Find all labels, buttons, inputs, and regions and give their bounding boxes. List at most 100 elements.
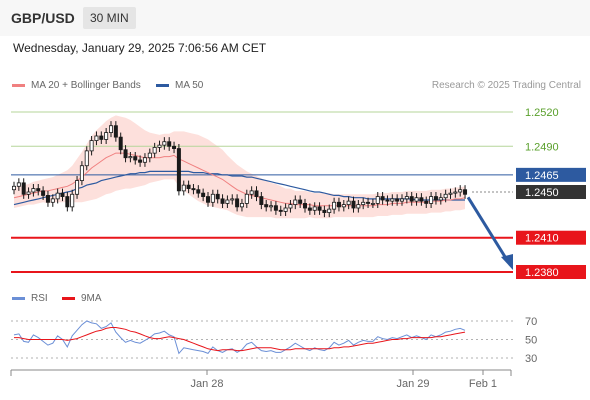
candle-body	[409, 196, 414, 202]
candle-body	[55, 192, 60, 200]
level-label-box	[516, 167, 586, 182]
candle-body	[225, 199, 230, 204]
candle-body	[346, 200, 351, 205]
candle-body	[26, 191, 31, 195]
candle-body	[147, 152, 152, 159]
candle-body	[41, 190, 46, 196]
candle-body	[210, 193, 215, 203]
rsi-swatch	[12, 297, 25, 300]
candle-body	[99, 135, 104, 140]
level-label: 1.2465	[525, 170, 559, 182]
candle-body	[138, 159, 143, 163]
candle-body	[332, 201, 337, 210]
candle-body	[283, 207, 288, 212]
candle-body	[36, 188, 41, 192]
rsi-ma-line	[14, 327, 466, 352]
candle-body	[269, 205, 274, 208]
ma50-line	[13, 170, 465, 206]
level-label: 1.2410	[525, 233, 559, 245]
ma50-swatch	[156, 84, 169, 87]
candle-body	[21, 182, 26, 195]
candle-body	[172, 145, 177, 149]
toolbar: GBP/USD 30 MIN	[0, 0, 590, 36]
level-label-box	[516, 265, 586, 279]
ma20-swatch	[12, 84, 25, 87]
candle-body	[366, 201, 371, 204]
level-label-box	[516, 230, 586, 245]
candle-body	[278, 209, 283, 212]
candle-body	[312, 206, 317, 211]
level-label: 1.2490	[525, 141, 559, 153]
candle-body	[341, 204, 346, 208]
candle-body	[113, 125, 118, 138]
time-tick-label: Jan 28	[190, 378, 223, 390]
ma20-line	[13, 152, 466, 207]
candle-body	[419, 197, 424, 202]
candle-body	[196, 189, 201, 194]
candle-body	[118, 136, 123, 151]
legend-9ma-label: 9MA	[81, 293, 102, 304]
candle-body	[463, 189, 468, 195]
candle-body	[288, 204, 293, 209]
candle-body	[259, 196, 264, 205]
candle-body	[336, 201, 341, 208]
candle-body	[201, 192, 206, 197]
candle-body	[186, 184, 191, 189]
candle-body	[75, 180, 80, 195]
candle-body	[176, 148, 181, 192]
candle-body	[298, 199, 303, 204]
legend-ma50: MA 50	[156, 80, 203, 91]
candle-body	[249, 190, 254, 195]
legend-rsi-label: RSI	[31, 293, 48, 304]
candle-body	[205, 196, 210, 203]
candle-body	[385, 199, 390, 202]
candle-body	[123, 149, 128, 159]
candle-body	[414, 197, 419, 202]
candle-body	[317, 206, 322, 211]
legend-ma20-label: MA 20 + Bollinger Bands	[31, 80, 141, 91]
candle-body	[327, 208, 332, 213]
time-tick-label: Jan 29	[396, 378, 429, 390]
candle-body	[399, 198, 404, 202]
timeframe-button[interactable]: 30 MIN	[83, 7, 136, 29]
candle-body	[244, 193, 249, 204]
rsi-tick-label: 50	[525, 335, 537, 347]
candle-body	[429, 196, 434, 204]
candle-body	[65, 196, 70, 208]
candle-body	[395, 198, 400, 202]
forecast-arrow-shaft	[466, 196, 509, 261]
rsi-ma-swatch	[62, 297, 75, 300]
candle-body	[181, 184, 186, 192]
forecast-arrow-head	[501, 254, 513, 270]
candle-body	[11, 185, 16, 191]
candle-body	[302, 203, 307, 209]
symbol-label: GBP/USD	[11, 10, 75, 26]
level-label-box	[516, 185, 586, 199]
time-tick-label: Feb 1	[469, 378, 497, 390]
candle-body	[230, 198, 235, 201]
bollinger-band	[14, 115, 465, 219]
candle-body	[89, 140, 94, 152]
candle-body	[254, 190, 259, 197]
candle-body	[152, 147, 157, 154]
level-label: 1.2450	[525, 187, 559, 199]
candle-body	[142, 157, 147, 163]
candle-body	[433, 196, 438, 201]
candle-body	[404, 196, 409, 200]
candle-body	[16, 182, 21, 187]
chart-datetime: Wednesday, January 29, 2025 7:06:56 AM C…	[13, 41, 267, 55]
candle-body	[361, 201, 366, 205]
candle-body	[157, 144, 162, 148]
credit-text: Research © 2025 Trading Central	[431, 80, 581, 91]
candle-body	[443, 193, 448, 199]
candle-body	[264, 204, 269, 208]
candle-body	[167, 141, 172, 147]
candle-body	[45, 195, 50, 203]
candle-body	[235, 198, 240, 208]
candle-body	[307, 207, 312, 211]
candle-body	[390, 198, 395, 202]
candle-body	[60, 192, 65, 197]
candle-body	[70, 193, 75, 208]
candle-body	[380, 196, 385, 201]
